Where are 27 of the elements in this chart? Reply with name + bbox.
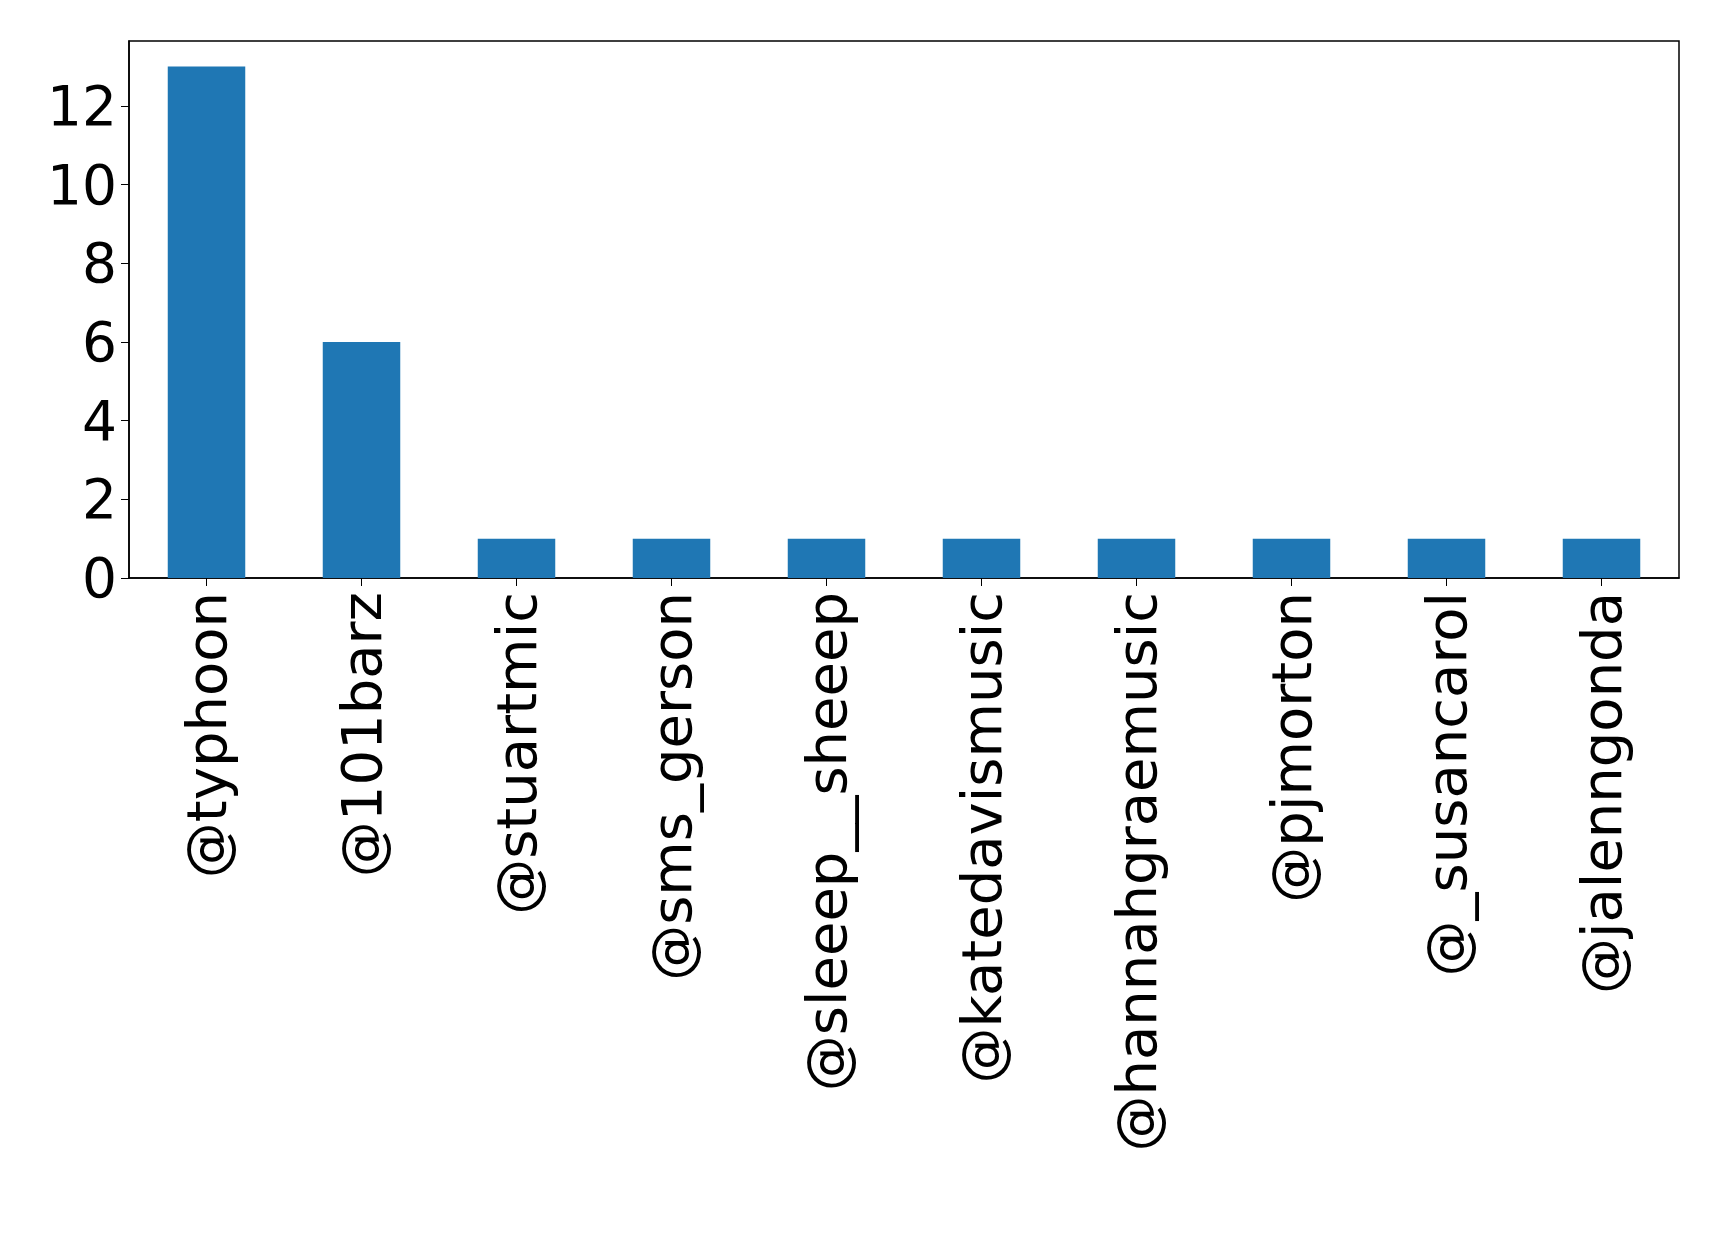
x-tick-label: @katedavismusic bbox=[949, 592, 1014, 1084]
y-tick-label: 10 bbox=[47, 152, 117, 217]
x-tick-label: @hannahgraemusic bbox=[1104, 592, 1169, 1152]
bar bbox=[632, 538, 711, 578]
bar bbox=[167, 66, 246, 578]
x-tick-label: @sleeep__sheeep bbox=[794, 592, 859, 1092]
x-tick-label: @stuartmic bbox=[484, 592, 549, 915]
bar bbox=[1562, 538, 1641, 578]
bar bbox=[942, 538, 1021, 578]
bar bbox=[477, 538, 556, 578]
x-tick-label: @pjmorton bbox=[1259, 592, 1324, 903]
bar bbox=[787, 538, 866, 578]
y-tick-label: 8 bbox=[82, 231, 117, 296]
x-tick-label: @typhoon bbox=[174, 592, 239, 879]
bar bbox=[322, 341, 401, 578]
y-tick-label: 6 bbox=[82, 309, 117, 374]
y-tick-label: 12 bbox=[47, 73, 117, 138]
x-tick-label: @jalenngonda bbox=[1569, 592, 1634, 995]
bar bbox=[1097, 538, 1176, 578]
bar bbox=[1407, 538, 1486, 578]
x-tick-label: @sms_gerson bbox=[639, 592, 704, 981]
y-tick-label: 0 bbox=[82, 546, 117, 610]
y-tick-label: 4 bbox=[82, 388, 117, 453]
bar bbox=[1252, 538, 1331, 578]
y-tick-label: 2 bbox=[82, 467, 117, 532]
x-tick-label: @101barz bbox=[329, 592, 394, 878]
x-tick-label: @_susancarol bbox=[1414, 592, 1479, 977]
